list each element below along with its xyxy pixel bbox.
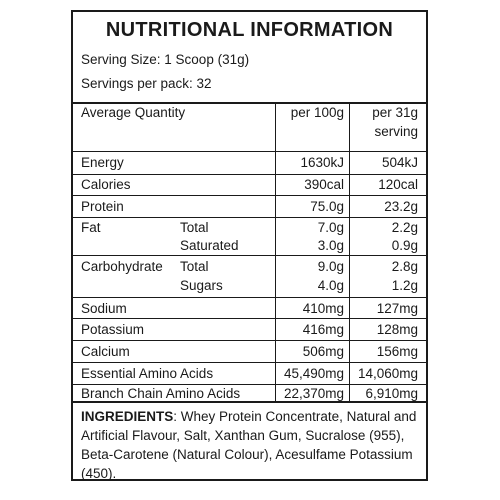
- row-divider: [73, 384, 426, 385]
- servings-per-pack: Servings per pack: 32: [81, 76, 212, 91]
- calcium-per-100g: 506mg: [302, 344, 344, 359]
- ingredients-heading: INGREDIENTS: [81, 409, 174, 424]
- row-label-fat: Fat: [81, 220, 101, 235]
- potassium-per-serving: 128mg: [376, 322, 418, 337]
- row-divider: [73, 297, 426, 298]
- energy-per-100g: 1630kJ: [300, 155, 344, 170]
- row-label-energy: Energy: [81, 155, 124, 170]
- table-bottom-rule: [73, 401, 426, 403]
- energy-per-serving: 504kJ: [381, 155, 418, 170]
- header-per-serving-line2: serving: [374, 124, 418, 139]
- sodium-per-100g: 410mg: [302, 301, 344, 316]
- fat-saturated-per-serving: 0.9g: [391, 238, 418, 253]
- carbohydrate-total-label: Total: [180, 259, 209, 274]
- row-label-branch-chain-amino-acids: Branch Chain Amino Acids: [81, 386, 241, 401]
- panel-title: NUTRITIONAL INFORMATION: [105, 19, 394, 41]
- row-label-potassium: Potassium: [81, 322, 145, 337]
- branch-chain-amino-acids-per-serving: 6,910mg: [365, 386, 418, 401]
- row-divider: [73, 318, 426, 319]
- calories-per-100g: 390cal: [304, 177, 344, 192]
- row-divider: [73, 255, 426, 256]
- row-label-carbohydrate: Carbohydrate: [81, 259, 163, 274]
- row-divider: [73, 340, 426, 341]
- carbohydrate-sugars-label: Sugars: [180, 278, 223, 293]
- row-divider: [73, 195, 426, 196]
- row-label-calories: Calories: [81, 177, 131, 192]
- calcium-per-serving: 156mg: [376, 344, 418, 359]
- row-divider: [73, 151, 426, 152]
- row-divider: [73, 217, 426, 218]
- ingredients-list: : Whey Protein Concentrate, Natural and …: [81, 409, 417, 481]
- nutrition-panel: NUTRITIONAL INFORMATION Serving Size: 1 …: [71, 10, 428, 481]
- carbohydrate-total-per-serving: 2.8g: [391, 259, 418, 274]
- column-divider: [275, 102, 276, 401]
- essential-amino-acids-per-100g: 45,490mg: [283, 366, 344, 381]
- ingredients-paragraph: INGREDIENTS: Whey Protein Concentrate, N…: [81, 407, 418, 483]
- row-divider: [73, 174, 426, 175]
- header-average-quantity: Average Quantity: [81, 105, 186, 120]
- row-divider: [73, 362, 426, 363]
- fat-total-label: Total: [180, 220, 209, 235]
- carbohydrate-sugars-per-100g: 4.0g: [317, 278, 344, 293]
- potassium-per-100g: 416mg: [302, 322, 344, 337]
- header-per-serving-line1: per 31g: [372, 105, 418, 120]
- carbohydrate-total-per-100g: 9.0g: [317, 259, 344, 274]
- column-divider: [349, 102, 350, 401]
- fat-saturated-label: Saturated: [180, 238, 239, 253]
- fat-total-per-100g: 7.0g: [317, 220, 344, 235]
- calories-per-serving: 120cal: [378, 177, 418, 192]
- protein-per-serving: 23.2g: [384, 199, 418, 214]
- row-label-sodium: Sodium: [81, 301, 127, 316]
- fat-total-per-serving: 2.2g: [391, 220, 418, 235]
- header-per-100g: per 100g: [290, 105, 344, 120]
- row-label-essential-amino-acids: Essential Amino Acids: [81, 366, 214, 381]
- essential-amino-acids-per-serving: 14,060mg: [357, 366, 418, 381]
- branch-chain-amino-acids-per-100g: 22,370mg: [283, 386, 344, 401]
- protein-per-100g: 75.0g: [310, 199, 344, 214]
- row-label-protein: Protein: [81, 199, 124, 214]
- serving-size: Serving Size: 1 Scoop (31g): [81, 52, 250, 67]
- sodium-per-serving: 127mg: [376, 301, 418, 316]
- row-label-calcium: Calcium: [81, 344, 130, 359]
- table-top-rule: [73, 102, 426, 104]
- fat-saturated-per-100g: 3.0g: [317, 238, 344, 253]
- carbohydrate-sugars-per-serving: 1.2g: [391, 278, 418, 293]
